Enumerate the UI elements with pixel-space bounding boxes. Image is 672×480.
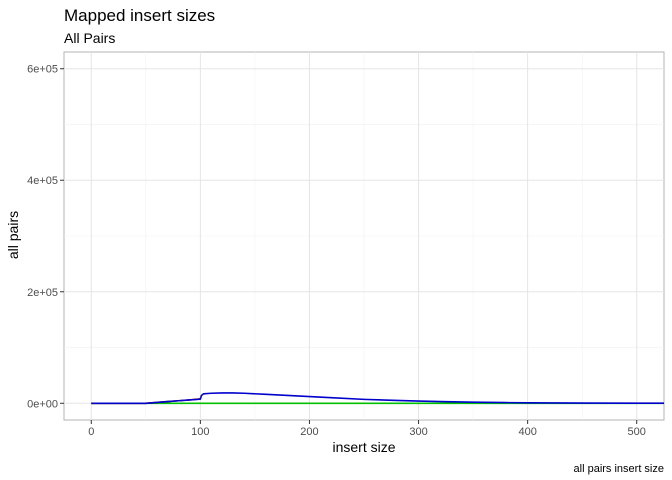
minor-gridlines <box>64 52 664 420</box>
x-tick-label: 400 <box>518 426 536 438</box>
y-axis-ticks: 0e+00 2e+05 4e+05 6e+05 <box>27 64 64 410</box>
x-axis-ticks: 0 100 200 300 400 500 <box>88 420 646 438</box>
x-tick-label: 0 <box>88 426 94 438</box>
x-tick-label: 200 <box>300 426 318 438</box>
x-tick-label: 100 <box>191 426 209 438</box>
major-gridlines <box>64 52 664 420</box>
series-layer <box>91 392 665 405</box>
y-axis-title: all pairs <box>5 211 21 259</box>
chart-subtitle: All Pairs <box>64 30 115 46</box>
x-tick-label: 500 <box>628 426 646 438</box>
x-tick-label: 300 <box>409 426 427 438</box>
x-axis-title: insert size <box>332 439 395 455</box>
y-tick-label: 2e+05 <box>27 287 58 299</box>
chart-title: Mapped insert sizes <box>64 6 215 25</box>
y-tick-label: 6e+05 <box>27 64 58 76</box>
series-line-3 <box>91 392 665 405</box>
y-tick-label: 4e+05 <box>27 175 58 187</box>
chart-caption: all pairs insert size <box>574 463 664 475</box>
y-tick-label: 0e+00 <box>27 398 58 410</box>
